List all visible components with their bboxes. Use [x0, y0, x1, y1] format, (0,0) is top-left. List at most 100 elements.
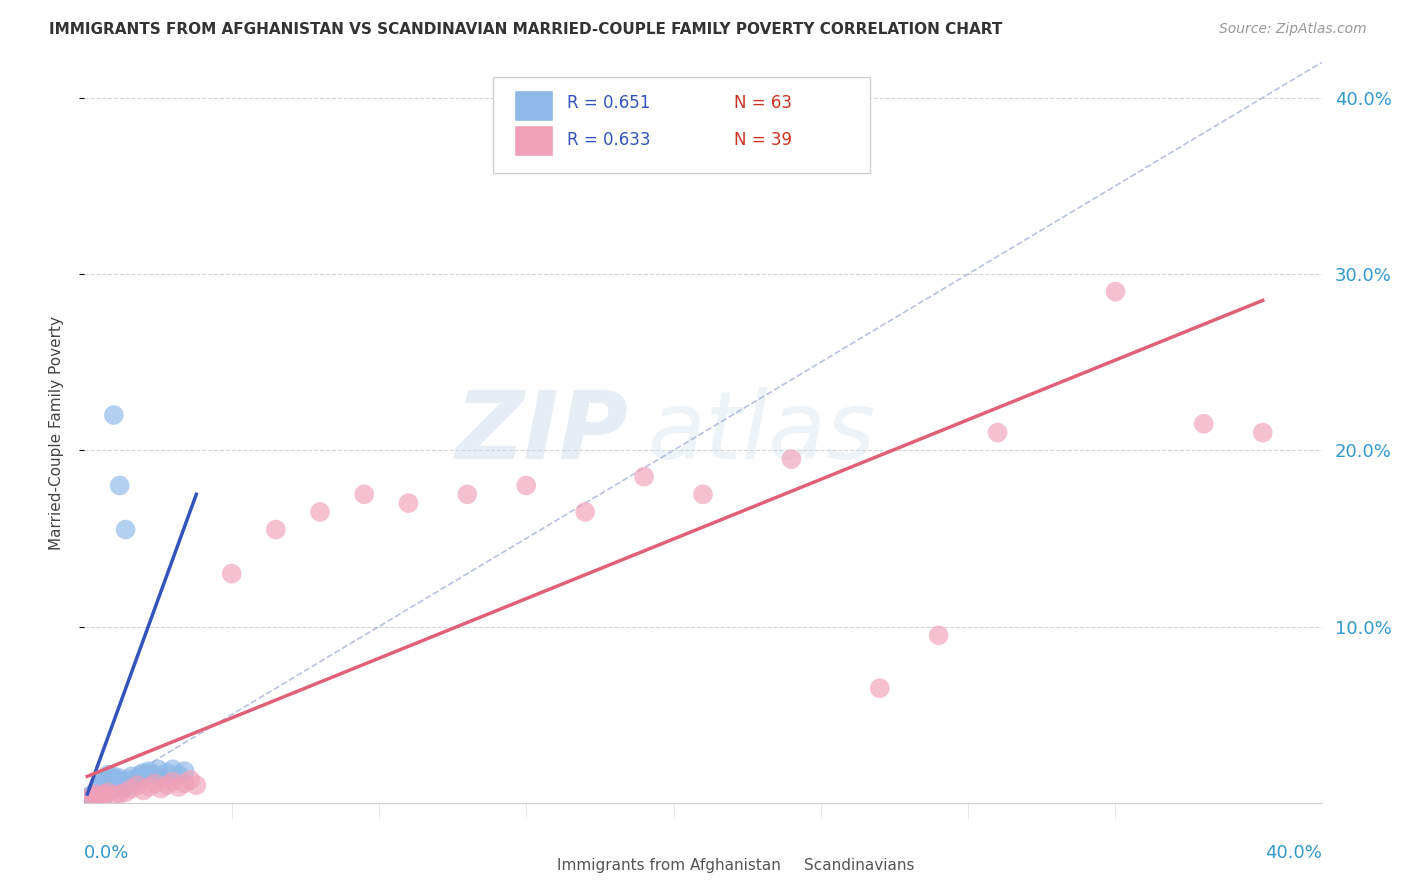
- Point: [108, 478, 131, 492]
- Text: Immigrants from Afghanistan: Immigrants from Afghanistan: [557, 858, 780, 873]
- Point: [780, 452, 803, 467]
- Point: [309, 505, 332, 519]
- Text: 0.0%: 0.0%: [84, 844, 129, 862]
- Text: R = 0.633: R = 0.633: [567, 131, 651, 149]
- Point: [94, 771, 117, 785]
- Point: [173, 764, 195, 778]
- Point: [100, 783, 122, 797]
- Point: [928, 628, 950, 642]
- Text: ZIP: ZIP: [456, 386, 628, 479]
- Point: [87, 790, 110, 805]
- Point: [91, 783, 114, 797]
- Point: [97, 785, 120, 799]
- Point: [353, 487, 375, 501]
- Point: [149, 771, 172, 785]
- Point: [1104, 285, 1126, 299]
- Point: [114, 785, 136, 799]
- Point: [84, 789, 107, 803]
- Point: [515, 478, 537, 492]
- Point: [94, 781, 117, 796]
- Point: [456, 487, 478, 501]
- Point: [574, 505, 596, 519]
- Point: [84, 787, 107, 801]
- Point: [91, 794, 114, 808]
- Point: [396, 496, 419, 510]
- Point: [87, 787, 110, 801]
- Point: [97, 785, 120, 799]
- Point: [143, 776, 166, 790]
- Bar: [523, 854, 551, 879]
- Point: [103, 408, 125, 422]
- Point: [97, 780, 120, 794]
- Point: [114, 776, 136, 790]
- Bar: [513, 126, 554, 156]
- Point: [97, 772, 120, 787]
- FancyBboxPatch shape: [492, 78, 870, 173]
- Point: [162, 762, 184, 776]
- Point: [987, 425, 1010, 440]
- Bar: [513, 90, 554, 121]
- Point: [100, 778, 122, 792]
- Point: [103, 789, 125, 803]
- Point: [105, 772, 128, 787]
- Point: [127, 778, 149, 792]
- Point: [91, 789, 114, 803]
- Point: [111, 781, 134, 796]
- Point: [87, 790, 110, 805]
- Point: [91, 789, 114, 803]
- Point: [84, 785, 107, 799]
- Point: [84, 790, 107, 805]
- Point: [138, 780, 160, 794]
- Point: [76, 792, 98, 806]
- Text: IMMIGRANTS FROM AFGHANISTAN VS SCANDINAVIAN MARRIED-COUPLE FAMILY POVERTY CORREL: IMMIGRANTS FROM AFGHANISTAN VS SCANDINAV…: [49, 22, 1002, 37]
- Point: [132, 765, 155, 780]
- Point: [79, 789, 101, 803]
- Point: [692, 487, 714, 501]
- Point: [1251, 425, 1274, 440]
- Point: [91, 780, 114, 794]
- Point: [84, 794, 107, 808]
- Text: N = 39: N = 39: [734, 131, 792, 149]
- Point: [869, 681, 891, 696]
- Point: [103, 781, 125, 796]
- Point: [121, 769, 143, 783]
- Point: [108, 778, 131, 792]
- Point: [264, 523, 287, 537]
- Point: [91, 774, 114, 789]
- Point: [121, 778, 143, 792]
- Point: [79, 792, 101, 806]
- Point: [167, 767, 190, 781]
- Point: [94, 787, 117, 801]
- Point: [82, 792, 104, 806]
- Point: [146, 762, 169, 776]
- Text: Source: ZipAtlas.com: Source: ZipAtlas.com: [1219, 22, 1367, 37]
- Y-axis label: Married-Couple Family Poverty: Married-Couple Family Poverty: [49, 316, 63, 549]
- Point: [156, 765, 179, 780]
- Point: [127, 771, 149, 785]
- Point: [129, 767, 152, 781]
- Point: [117, 772, 139, 787]
- Point: [84, 783, 107, 797]
- Point: [149, 781, 172, 796]
- Point: [121, 781, 143, 796]
- Point: [82, 792, 104, 806]
- Point: [82, 787, 104, 801]
- Point: [167, 780, 190, 794]
- Point: [103, 776, 125, 790]
- Point: [87, 778, 110, 792]
- Point: [79, 794, 101, 808]
- Point: [82, 789, 104, 803]
- Point: [100, 771, 122, 785]
- Point: [156, 778, 179, 792]
- Point: [108, 787, 131, 801]
- Point: [138, 764, 160, 778]
- Point: [221, 566, 243, 581]
- Point: [94, 776, 117, 790]
- Point: [94, 787, 117, 801]
- Point: [97, 767, 120, 781]
- Text: Scandinavians: Scandinavians: [804, 858, 915, 873]
- Text: atlas: atlas: [647, 387, 876, 478]
- Point: [633, 469, 655, 483]
- Point: [162, 774, 184, 789]
- Point: [87, 781, 110, 796]
